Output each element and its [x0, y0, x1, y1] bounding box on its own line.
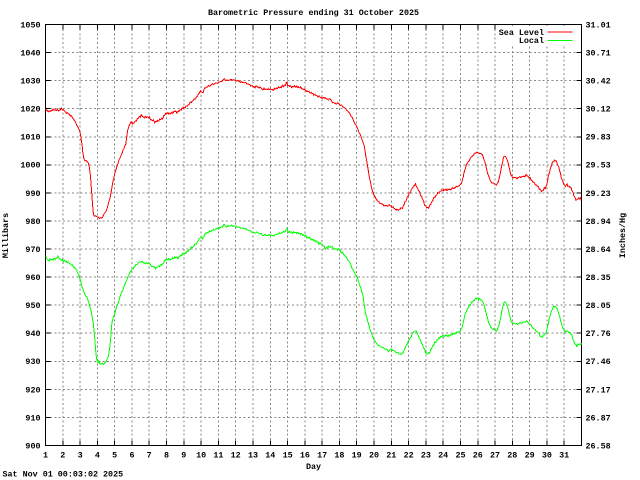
svg-text:23: 23 — [421, 450, 431, 460]
svg-text:12: 12 — [231, 450, 241, 460]
svg-text:Sea Level: Sea Level — [499, 28, 544, 38]
svg-text:Barometric Pressure ending 31: Barometric Pressure ending 31 October 20… — [208, 8, 419, 18]
svg-text:5: 5 — [112, 450, 117, 460]
svg-text:1000: 1000 — [20, 161, 40, 171]
svg-text:29.53: 29.53 — [586, 161, 611, 171]
svg-text:Inches/Hg: Inches/Hg — [618, 213, 628, 258]
svg-text:2: 2 — [60, 450, 65, 460]
svg-text:30.42: 30.42 — [586, 77, 611, 87]
svg-text:13: 13 — [248, 450, 258, 460]
svg-text:26.58: 26.58 — [586, 441, 611, 451]
svg-text:960: 960 — [25, 273, 40, 283]
svg-text:Day: Day — [306, 462, 321, 472]
svg-text:920: 920 — [25, 385, 40, 395]
svg-text:Local: Local — [519, 36, 544, 46]
svg-text:28: 28 — [507, 450, 517, 460]
svg-text:31: 31 — [559, 450, 569, 460]
svg-text:6: 6 — [129, 450, 134, 460]
svg-text:1050: 1050 — [20, 20, 40, 30]
svg-text:1030: 1030 — [20, 77, 40, 87]
svg-text:24: 24 — [438, 450, 448, 460]
svg-text:1010: 1010 — [20, 133, 40, 143]
svg-text:21: 21 — [386, 450, 396, 460]
svg-text:27.46: 27.46 — [586, 357, 611, 367]
svg-text:980: 980 — [25, 217, 40, 227]
svg-text:22: 22 — [404, 450, 414, 460]
svg-text:4: 4 — [95, 450, 100, 460]
svg-text:15: 15 — [283, 450, 293, 460]
svg-text:18: 18 — [334, 450, 344, 460]
svg-text:30.12: 30.12 — [586, 105, 611, 115]
svg-text:Millibars: Millibars — [1, 213, 11, 258]
svg-text:7: 7 — [147, 450, 152, 460]
svg-text:27: 27 — [490, 450, 500, 460]
svg-text:17: 17 — [317, 450, 327, 460]
svg-text:30.71: 30.71 — [586, 49, 611, 59]
svg-text:27.17: 27.17 — [586, 385, 611, 395]
svg-text:19: 19 — [352, 450, 362, 460]
svg-text:26.87: 26.87 — [586, 413, 611, 423]
svg-text:11: 11 — [213, 450, 223, 460]
svg-text:28.94: 28.94 — [586, 217, 611, 227]
svg-text:25: 25 — [455, 450, 465, 460]
svg-text:3: 3 — [78, 450, 83, 460]
svg-text:940: 940 — [25, 329, 40, 339]
svg-text:910: 910 — [25, 413, 40, 423]
svg-text:30: 30 — [542, 450, 552, 460]
svg-text:29: 29 — [525, 450, 535, 460]
svg-text:1020: 1020 — [20, 105, 40, 115]
svg-text:20: 20 — [369, 450, 379, 460]
svg-text:950: 950 — [25, 301, 40, 311]
svg-text:990: 990 — [25, 189, 40, 199]
svg-text:28.05: 28.05 — [586, 301, 611, 311]
svg-text:27.76: 27.76 — [586, 329, 611, 339]
svg-text:8: 8 — [164, 450, 169, 460]
svg-text:10: 10 — [196, 450, 206, 460]
svg-text:9: 9 — [181, 450, 186, 460]
svg-text:970: 970 — [25, 245, 40, 255]
svg-text:Sat Nov 01 00:03:02 2025: Sat Nov 01 00:03:02 2025 — [3, 470, 124, 480]
svg-text:31.01: 31.01 — [586, 20, 611, 30]
svg-text:29.23: 29.23 — [586, 189, 611, 199]
svg-text:28.64: 28.64 — [586, 245, 611, 255]
svg-text:26: 26 — [473, 450, 483, 460]
svg-text:1: 1 — [43, 450, 48, 460]
svg-text:930: 930 — [25, 357, 40, 367]
svg-text:900: 900 — [25, 441, 40, 451]
svg-text:14: 14 — [265, 450, 275, 460]
svg-text:16: 16 — [300, 450, 310, 460]
svg-text:29.83: 29.83 — [586, 133, 611, 143]
svg-text:28.35: 28.35 — [586, 273, 611, 283]
svg-text:1040: 1040 — [20, 49, 40, 59]
